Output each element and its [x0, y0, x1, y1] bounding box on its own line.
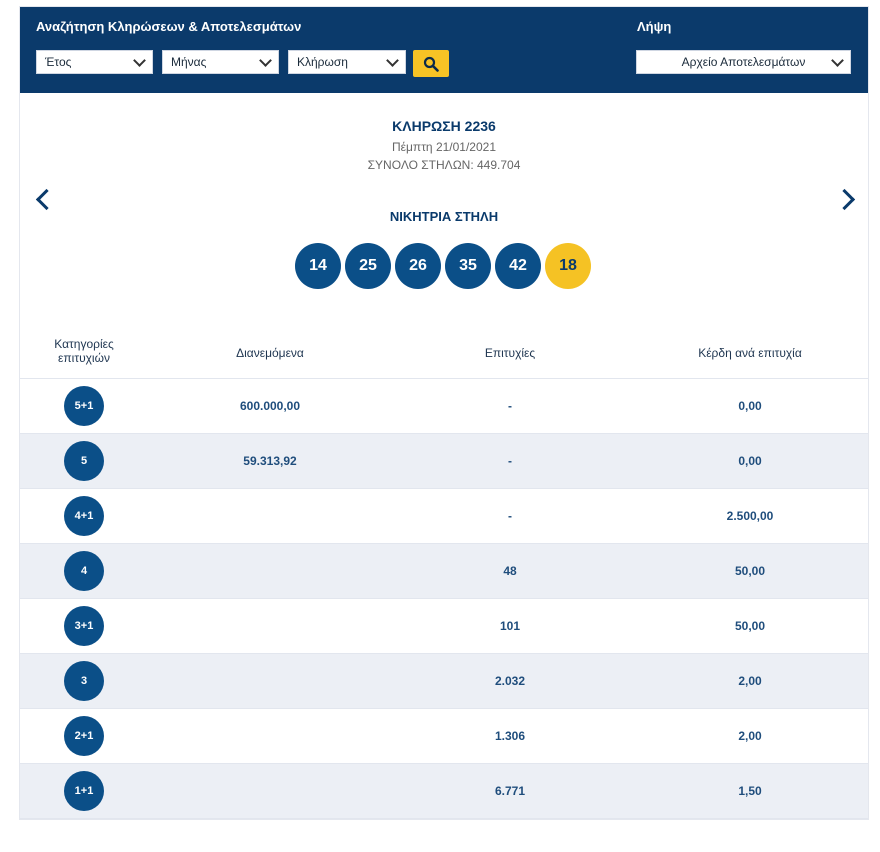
chevron-down-icon: [133, 54, 146, 67]
prize-cell: 2,00: [738, 674, 762, 688]
winners-cell: 1.306: [494, 729, 526, 743]
table-row: 4+1 - 2.500,00: [20, 489, 868, 544]
table-row: 5+1 600.000,00 - 0,00: [20, 379, 868, 434]
winners-cell: -: [508, 509, 512, 523]
prize-cell: 2,00: [738, 729, 762, 743]
prize-cell: 0,00: [738, 454, 762, 468]
table-row: 2+1 1.306 2,00: [20, 709, 868, 764]
year-select[interactable]: Έτος: [36, 50, 153, 74]
winners-cell: -: [508, 399, 512, 413]
results-panel: Αναζήτηση Κληρώσεων & Αποτελεσμάτων Λήψη…: [19, 6, 869, 820]
category-badge: 5+1: [64, 386, 104, 426]
category-badge: 4: [64, 551, 104, 591]
draw-date: Πέμπτη 21/01/2021: [391, 140, 496, 154]
distributed-cell: [200, 654, 340, 708]
header-category: Κατηγορίες επιτυχιών: [54, 337, 114, 365]
next-draw-arrow-icon[interactable]: [833, 188, 856, 211]
distributed-cell: [200, 544, 340, 598]
search-button[interactable]: [413, 50, 449, 77]
winning-column-title: ΝΙΚΗΤΡΙΑ ΣΤΗΛΗ: [389, 209, 499, 224]
distributed-cell: 59.313,92: [243, 454, 297, 468]
category-badge: 5: [64, 441, 104, 481]
distributed-cell: [200, 764, 340, 818]
table-row: 4 48 50,00: [20, 544, 868, 599]
joker-number-ball: 18: [545, 243, 591, 289]
search-bar: Αναζήτηση Κληρώσεων & Αποτελεσμάτων Λήψη…: [20, 7, 868, 93]
download-file-label: Αρχείο Αποτελεσμάτων: [681, 55, 806, 69]
winners-cell: 2.032: [494, 674, 526, 688]
distributed-cell: [200, 599, 340, 653]
prize-cell: 1,50: [738, 784, 762, 798]
table-row: 3+1 101 50,00: [20, 599, 868, 654]
previous-draw-arrow-icon[interactable]: [35, 188, 58, 211]
header-divider: [20, 378, 868, 379]
prize-cell: 0,00: [738, 399, 762, 413]
category-badge: 1+1: [64, 771, 104, 811]
year-select-label: Έτος: [45, 55, 72, 69]
winning-number-ball: 42: [495, 243, 541, 289]
winners-cell: 48: [503, 564, 517, 578]
month-select[interactable]: Μήνας: [162, 50, 279, 74]
winning-number-ball: 14: [295, 243, 341, 289]
header-prize-per-winner: Κέρδη ανά επιτυχία: [698, 346, 802, 360]
download-title: Λήψη: [637, 19, 672, 34]
prize-cell: 50,00: [734, 619, 766, 633]
draw-title: ΚΛΗΡΩΣΗ 2236: [392, 118, 496, 134]
draw-select-label: Κλήρωση: [297, 55, 348, 69]
header-winners: Επιτυχίες: [484, 346, 536, 360]
distributed-cell: [200, 709, 340, 763]
category-badge: 4+1: [64, 496, 104, 536]
draw-select[interactable]: Κλήρωση: [288, 50, 406, 74]
distributed-cell: [200, 489, 340, 543]
month-select-label: Μήνας: [171, 55, 207, 69]
search-icon: [423, 56, 439, 72]
prize-cell: 2.500,00: [726, 509, 774, 523]
distributed-cell: 600.000,00: [239, 399, 301, 413]
draw-total-columns: ΣΥΝΟΛΟ ΣΤΗΛΩΝ: 449.704: [367, 158, 521, 172]
table-row: 1+1 6.771 1,50: [20, 764, 868, 819]
prize-cell: 50,00: [734, 564, 766, 578]
chevron-down-icon: [386, 54, 399, 67]
winning-number-ball: 35: [445, 243, 491, 289]
winning-number-ball: 25: [345, 243, 391, 289]
winning-number-ball: 26: [395, 243, 441, 289]
search-title: Αναζήτηση Κληρώσεων & Αποτελεσμάτων: [36, 19, 302, 34]
chevron-down-icon: [831, 54, 844, 67]
category-badge: 2+1: [64, 716, 104, 756]
header-distributed: Διανεμόμενα: [236, 346, 304, 360]
table-row: 3 2.032 2,00: [20, 654, 868, 709]
winners-cell: 101: [499, 619, 521, 633]
table-row: 5 59.313,92 - 0,00: [20, 434, 868, 489]
category-badge: 3: [64, 661, 104, 701]
winners-cell: -: [508, 454, 512, 468]
winners-cell: 6.771: [494, 784, 526, 798]
category-badge: 3+1: [64, 606, 104, 646]
download-file-select[interactable]: Αρχείο Αποτελεσμάτων: [636, 50, 851, 74]
chevron-down-icon: [259, 54, 272, 67]
